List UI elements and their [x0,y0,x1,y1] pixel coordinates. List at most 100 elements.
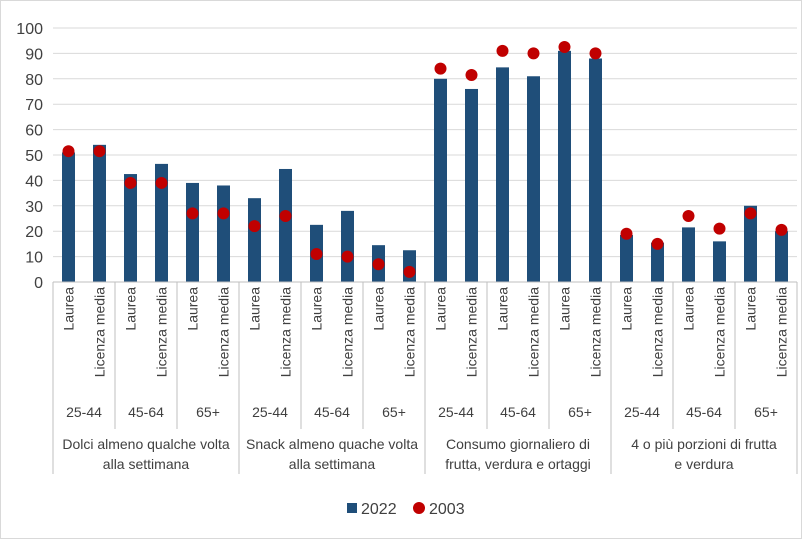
education-label: Licenza media [402,287,418,377]
dot-2003 [217,207,230,220]
education-label: Laurea [309,287,325,331]
bar-2022 [62,152,75,282]
legend-label-2022: 2022 [361,501,397,518]
dot-2003 [62,145,75,158]
education-label: Laurea [247,287,263,331]
bar-2022 [341,210,354,282]
dot-2003 [155,176,168,189]
bar-2022 [434,78,447,282]
legend: 2022 2003 [347,501,465,518]
education-label: Licenza media [340,287,356,377]
y-tick-label: 40 [25,173,43,190]
y-tick-label: 70 [25,97,43,114]
bar-2022 [93,144,106,282]
dot-2003 [558,41,571,54]
age-group-label: 45-64 [128,404,164,420]
education-label: Licenza media [712,287,728,377]
age-group-label: 25-44 [252,404,288,420]
legend-label-2003: 2003 [429,501,465,518]
legend-marker-2003 [413,502,425,514]
dot-2003 [434,62,447,75]
education-label: Licenza media [650,287,666,377]
dot-2003 [403,265,416,278]
education-label: Laurea [619,287,635,331]
bar-2022 [775,231,788,282]
y-tick-label: 100 [16,21,43,38]
category-label-line: e verdura [674,456,733,472]
dot-2003 [93,145,106,158]
education-label: Licenza media [774,287,790,377]
age-group-label: 45-64 [686,404,722,420]
dot-2003 [372,258,385,271]
bar-2022 [217,185,230,282]
bar-2022 [682,227,695,282]
bar-2022 [155,163,168,282]
bar-2022 [589,58,602,283]
dot-2003 [620,227,633,240]
y-tick-label: 60 [25,123,43,140]
dot-2003 [465,68,478,81]
dot-2003 [341,250,354,263]
education-label: Laurea [185,287,201,331]
y-tick-label: 0 [34,275,43,292]
education-label: Licenza media [464,287,480,377]
dot-2003 [527,47,540,60]
dot-2003 [310,248,323,261]
education-label: Licenza media [278,287,294,377]
bar-2022 [186,182,199,282]
bar-2022 [279,168,292,282]
education-label: Laurea [743,287,759,331]
y-tick-label: 10 [25,250,43,267]
y-tick-label: 90 [25,46,43,63]
dot-2003 [589,47,602,60]
gridlines [53,27,797,283]
age-group-label: 45-64 [500,404,536,420]
category-label-line: 4 o più porzioni di frutta [631,436,777,452]
y-tick-label: 80 [25,72,43,89]
education-label: Laurea [433,287,449,331]
y-axis-ticks: 0 10 20 30 40 50 60 70 80 90 100 [16,21,43,292]
education-label: Licenza media [588,287,604,377]
dot-2003 [682,209,695,222]
dot-2003 [496,44,509,57]
dot-2003 [775,223,788,236]
dot-2003 [248,220,261,233]
dot-2003 [186,207,199,220]
education-label: Laurea [495,287,511,331]
y-tick-label: 50 [25,148,43,165]
y-tick-label: 20 [25,224,43,241]
bar-2022 [527,76,540,282]
bar-2022 [248,198,261,282]
education-label: Licenza media [92,287,108,377]
bar-2022 [744,205,757,282]
bar-2022 [651,242,664,282]
age-group-label: 65+ [382,404,406,420]
dot-2003 [713,222,726,235]
bar-2022 [620,235,633,282]
education-label: Laurea [681,287,697,331]
x-axis [52,281,798,474]
dots-2003 [62,41,788,278]
age-group-label: 45-64 [314,404,350,420]
y-tick-label: 30 [25,199,43,216]
dot-2003 [651,237,664,250]
education-label: Laurea [371,287,387,331]
age-group-label: 65+ [196,404,220,420]
education-label: Licenza media [154,287,170,377]
age-group-label: 25-44 [66,404,102,420]
category-label-line: frutta, verdura e ortaggi [445,456,591,472]
age-group-label: 65+ [568,404,592,420]
legend-swatch-2022 [347,503,357,513]
dot-2003 [279,209,292,222]
bars-2022 [62,50,788,283]
category-label-line: Consumo giornaliero di [446,436,590,452]
category-label-line: Dolci almeno qualche volta [62,436,230,452]
dot-2003 [744,207,757,220]
education-label: Laurea [123,287,139,331]
education-label: Licenza media [526,287,542,377]
age-group-label: 25-44 [438,404,474,420]
bar-2022 [465,88,478,283]
category-label-line: alla settimana [103,456,190,472]
category-label-line: alla settimana [289,456,376,472]
